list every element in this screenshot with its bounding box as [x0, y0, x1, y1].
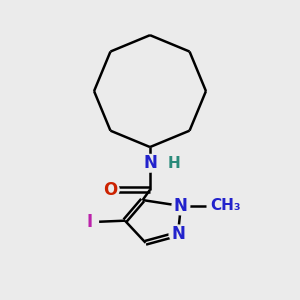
Circle shape — [81, 213, 98, 231]
Circle shape — [101, 181, 119, 199]
Text: N: N — [143, 154, 157, 172]
Text: H: H — [167, 156, 180, 171]
Circle shape — [172, 197, 190, 215]
Text: CH₃: CH₃ — [210, 198, 241, 213]
Circle shape — [169, 225, 187, 243]
Text: I: I — [87, 213, 93, 231]
Text: N: N — [174, 197, 188, 215]
Text: O: O — [103, 181, 117, 199]
Text: N: N — [171, 225, 185, 243]
Circle shape — [141, 154, 159, 172]
